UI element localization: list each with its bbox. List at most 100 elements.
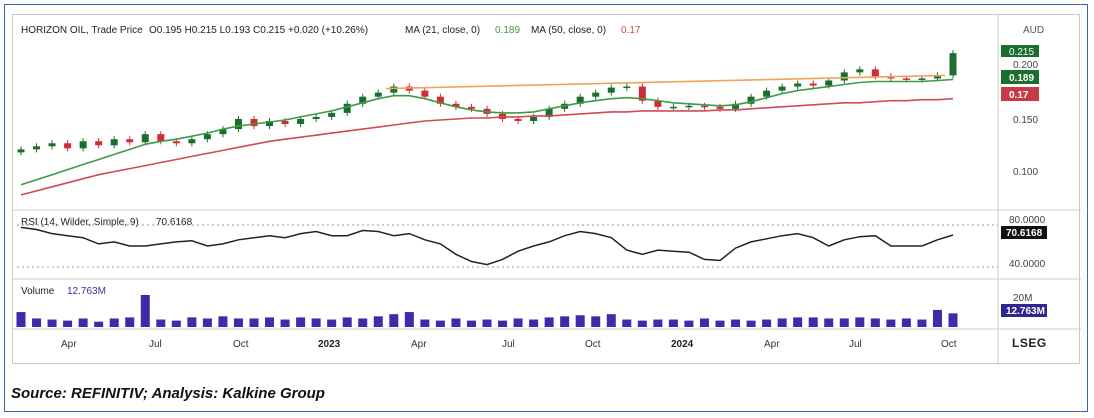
volume-bar	[746, 320, 756, 327]
volume-bar	[140, 295, 150, 327]
candle-body	[172, 141, 180, 144]
volume-bar	[327, 319, 337, 327]
candle-body	[514, 118, 522, 121]
volume-bar	[824, 318, 834, 327]
x-tick: Oct	[585, 339, 601, 350]
volume-bar	[855, 317, 865, 327]
volume-bar	[606, 314, 616, 327]
volume-bar	[16, 312, 26, 327]
rsi-header-value: 70.6168	[156, 217, 193, 228]
x-tick: Jul	[502, 339, 515, 350]
candle-body	[110, 139, 118, 146]
candles-layer	[17, 50, 957, 156]
candle-body	[297, 118, 305, 125]
volume-bar	[47, 319, 57, 327]
volume-bar	[156, 319, 166, 327]
volume-layer	[16, 295, 958, 327]
volume-bar	[901, 318, 911, 327]
candle-body	[592, 92, 600, 97]
candle-body	[918, 78, 926, 80]
lines-layer	[20, 74, 954, 266]
volume-bar	[560, 316, 570, 327]
volume-bar	[32, 318, 42, 327]
volume-bar	[265, 317, 275, 327]
volume-bar	[296, 317, 306, 327]
ohlc-label: O0.195 H0.215 L0.193 C0.215 +0.020 (+10.…	[149, 25, 368, 36]
last-price-badge	[1001, 45, 1039, 57]
ma50-label: MA (50, close, 0)	[531, 25, 606, 36]
candle-body	[840, 72, 848, 81]
ma21-badge	[1001, 70, 1039, 84]
candle-body	[949, 53, 957, 76]
volume-bar	[482, 319, 492, 327]
volume-bar	[637, 320, 647, 327]
candle-body	[95, 141, 103, 146]
candle-body	[794, 83, 802, 87]
x-tick: Apr	[764, 339, 780, 350]
volume-bar	[684, 320, 694, 327]
candle-body	[685, 105, 693, 108]
volume-bar	[948, 313, 958, 327]
ma21-value: 0.189	[495, 25, 520, 36]
volume-bar	[839, 318, 849, 327]
candle-body	[250, 118, 258, 127]
volume-bar	[233, 318, 243, 327]
candle-body	[17, 149, 25, 153]
x-tick: 2024	[671, 339, 694, 350]
volume-bar	[125, 317, 135, 327]
volume-bar	[466, 320, 476, 327]
x-tick: Jul	[849, 339, 862, 350]
volume-header-value: 12.763M	[67, 286, 106, 297]
volume-bar	[529, 319, 539, 327]
volume-bar	[591, 316, 601, 327]
volume-bar	[94, 321, 104, 327]
candle-body	[871, 69, 879, 77]
ma21-badge-text: 0.189	[1009, 73, 1034, 84]
rsi-badge-text: 70.6168	[1006, 228, 1043, 239]
candle-body	[64, 143, 72, 149]
candle-body	[234, 118, 242, 130]
candle-body	[141, 134, 149, 143]
volume-label: Volume	[21, 286, 55, 297]
price-tick: 0.200	[1013, 60, 1038, 71]
volume-badge-text: 12.763M	[1006, 306, 1045, 317]
volume-bar	[187, 317, 197, 327]
candle-body	[48, 143, 56, 147]
candle-body	[281, 120, 289, 125]
candle-body	[188, 139, 196, 144]
volume-bar	[715, 320, 725, 327]
volume-bar	[793, 317, 803, 327]
candle-body	[374, 92, 382, 97]
rsi-label: RSI (14, Wilder, Simple, 9)	[21, 217, 139, 228]
candle-body	[778, 86, 786, 91]
volume-bar	[389, 314, 399, 327]
volume-bar	[280, 319, 290, 327]
volume-bar	[358, 318, 368, 327]
volume-bar	[622, 319, 632, 327]
volume-bar	[777, 318, 787, 327]
candle-body	[856, 69, 864, 73]
x-tick: Jul	[149, 339, 162, 350]
ma21-line	[20, 78, 954, 186]
candle-body	[902, 78, 910, 80]
candle-body	[933, 75, 941, 79]
volume-bar	[870, 318, 880, 327]
candle-body	[763, 90, 771, 97]
candle-body	[545, 108, 553, 117]
x-tick: Oct	[233, 339, 249, 350]
volume-bar	[731, 319, 741, 327]
candle-body	[33, 146, 41, 150]
ma50-badge-text: 0.17	[1009, 90, 1029, 101]
volume-bar	[762, 319, 772, 327]
ma21-label: MA (21, close, 0)	[405, 25, 480, 36]
candle-body	[809, 83, 817, 86]
volume-bar	[202, 318, 212, 327]
candle-body	[654, 100, 662, 107]
rsi-tick: 80.0000	[1009, 215, 1046, 226]
rsi-line	[20, 226, 954, 266]
candle-body	[79, 141, 87, 149]
candle-body	[436, 96, 444, 104]
candle-body	[700, 105, 708, 108]
volume-bar	[404, 312, 414, 327]
volume-bar	[886, 319, 896, 327]
